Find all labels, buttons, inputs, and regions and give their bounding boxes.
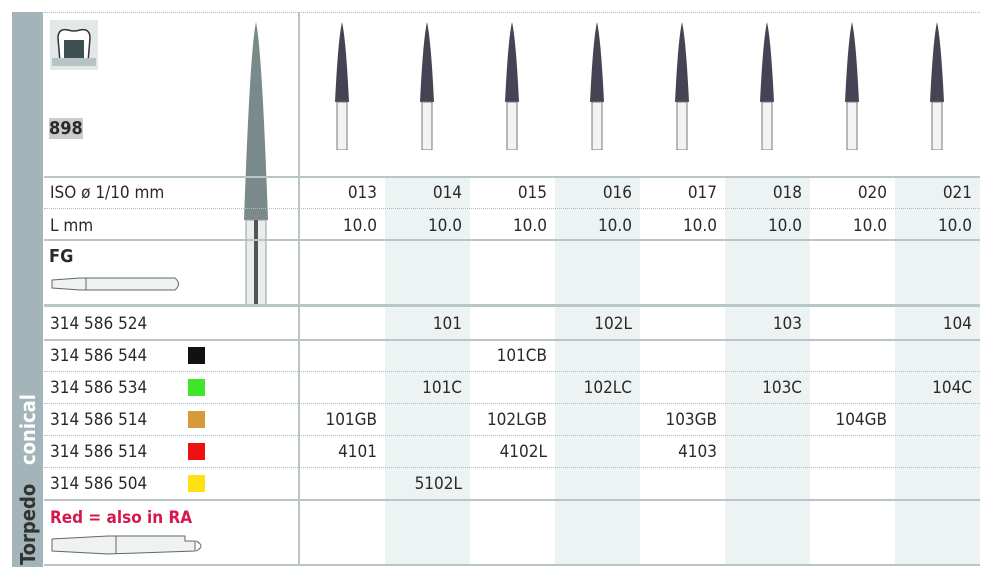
table-row-ref: 314 586 514 xyxy=(50,442,148,462)
length-label: L mm xyxy=(50,216,94,236)
bur-size-image xyxy=(845,22,859,150)
table-cell: 102L xyxy=(594,314,632,334)
table-row-ref: 314 586 514 xyxy=(50,410,148,430)
iso-size: 013 xyxy=(347,183,377,203)
table-cell: 103 xyxy=(772,314,802,334)
bur-size-image xyxy=(930,22,944,150)
bur-size-image xyxy=(505,22,519,150)
table-cell: 101GB xyxy=(325,410,377,430)
table-cell: 4102L xyxy=(499,442,547,462)
iso-size: 014 xyxy=(432,183,462,203)
table-cell: 102LC xyxy=(583,378,632,398)
iso-size: 015 xyxy=(517,183,547,203)
bur-size-image xyxy=(420,22,434,150)
table-cell: 101 xyxy=(432,314,462,334)
bur-image xyxy=(244,22,268,306)
color-code-swatch xyxy=(188,379,205,396)
crown-icon xyxy=(50,20,98,70)
table-cell: 4101 xyxy=(338,442,377,462)
fg-shank-icon xyxy=(51,277,179,291)
color-code-swatch xyxy=(188,411,205,428)
table-cell: 4103 xyxy=(678,442,717,462)
length-value: 10.0 xyxy=(937,216,972,236)
bur-size-image xyxy=(760,22,774,150)
length-value: 10.0 xyxy=(512,216,547,236)
length-value: 10.0 xyxy=(427,216,462,236)
bur-size-image xyxy=(335,22,349,150)
iso-size: 020 xyxy=(857,183,887,203)
length-value: 10.0 xyxy=(767,216,802,236)
iso-size: 016 xyxy=(602,183,632,203)
table-row-ref: 314 586 504 xyxy=(50,474,148,494)
length-value: 10.0 xyxy=(682,216,717,236)
table-cell: 104GB xyxy=(835,410,887,430)
table-cell: 104C xyxy=(932,378,972,398)
length-value: 10.0 xyxy=(597,216,632,236)
length-value: 10.0 xyxy=(852,216,887,236)
sidebar-band xyxy=(12,12,43,567)
length-value: 10.0 xyxy=(342,216,377,236)
table-row-ref: 314 586 524 xyxy=(50,314,148,334)
table-cell: 5102L xyxy=(414,474,462,494)
bur-size-image xyxy=(590,22,604,150)
model-number: 898 xyxy=(49,118,83,139)
bur-size-image xyxy=(675,22,689,150)
divider xyxy=(298,12,300,565)
iso-label: ISO ø 1/10 mm xyxy=(50,183,165,203)
shank-type: FG xyxy=(49,246,74,267)
table-row-ref: 314 586 534 xyxy=(50,378,148,398)
table-cell: 103C xyxy=(762,378,802,398)
iso-size: 021 xyxy=(942,183,972,203)
table-cell: 101C xyxy=(422,378,462,398)
table-cell: 101CB xyxy=(496,346,547,366)
table-cell: 104 xyxy=(942,314,972,334)
ra-shank-icon xyxy=(51,535,202,555)
shape-label: conical xyxy=(16,394,40,465)
ra-note: Red = also in RA xyxy=(50,508,193,528)
iso-size: 017 xyxy=(687,183,717,203)
color-code-swatch xyxy=(188,475,205,492)
color-code-swatch xyxy=(188,443,205,460)
color-code-swatch xyxy=(188,347,205,364)
table-cell: 103GB xyxy=(665,410,717,430)
table-row-ref: 314 586 544 xyxy=(50,346,148,366)
iso-size: 018 xyxy=(772,183,802,203)
table-cell: 102LGB xyxy=(486,410,547,430)
name-label: Torpedo xyxy=(16,483,40,565)
